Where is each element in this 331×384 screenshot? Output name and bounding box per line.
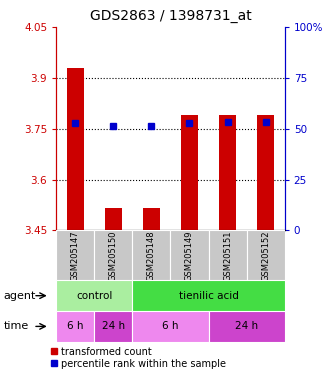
Bar (181, 115, 198, 230)
Bar (56, 230, 94, 280)
Text: control: control (76, 291, 113, 301)
Title: GDS2863 / 1398731_at: GDS2863 / 1398731_at (90, 9, 251, 23)
Text: GSM205152: GSM205152 (261, 230, 270, 281)
Bar (219, 115, 236, 230)
Bar (94, 230, 132, 280)
Text: time: time (3, 321, 28, 331)
Text: 6 h: 6 h (67, 321, 83, 331)
Text: GSM205147: GSM205147 (71, 230, 80, 281)
Text: 24 h: 24 h (102, 321, 125, 331)
Bar (105, 209, 122, 230)
Bar (247, 230, 285, 280)
Text: GSM205149: GSM205149 (185, 230, 194, 281)
Legend: transformed count, percentile rank within the sample: transformed count, percentile rank withi… (50, 347, 226, 369)
Bar (209, 311, 285, 342)
Bar (132, 230, 170, 280)
Text: GSM205151: GSM205151 (223, 230, 232, 281)
Bar (56, 311, 94, 342)
Bar (132, 311, 209, 342)
Text: 6 h: 6 h (162, 321, 179, 331)
Bar (132, 280, 285, 311)
Text: tienilic acid: tienilic acid (179, 291, 238, 301)
Bar (170, 230, 209, 280)
Text: 24 h: 24 h (235, 321, 258, 331)
Bar (56, 280, 132, 311)
Bar (143, 209, 160, 230)
Text: GSM205150: GSM205150 (109, 230, 118, 281)
Bar (209, 230, 247, 280)
Text: agent: agent (3, 291, 36, 301)
Bar (94, 311, 132, 342)
Text: GSM205148: GSM205148 (147, 230, 156, 281)
Bar (257, 115, 274, 230)
Bar (67, 68, 84, 230)
